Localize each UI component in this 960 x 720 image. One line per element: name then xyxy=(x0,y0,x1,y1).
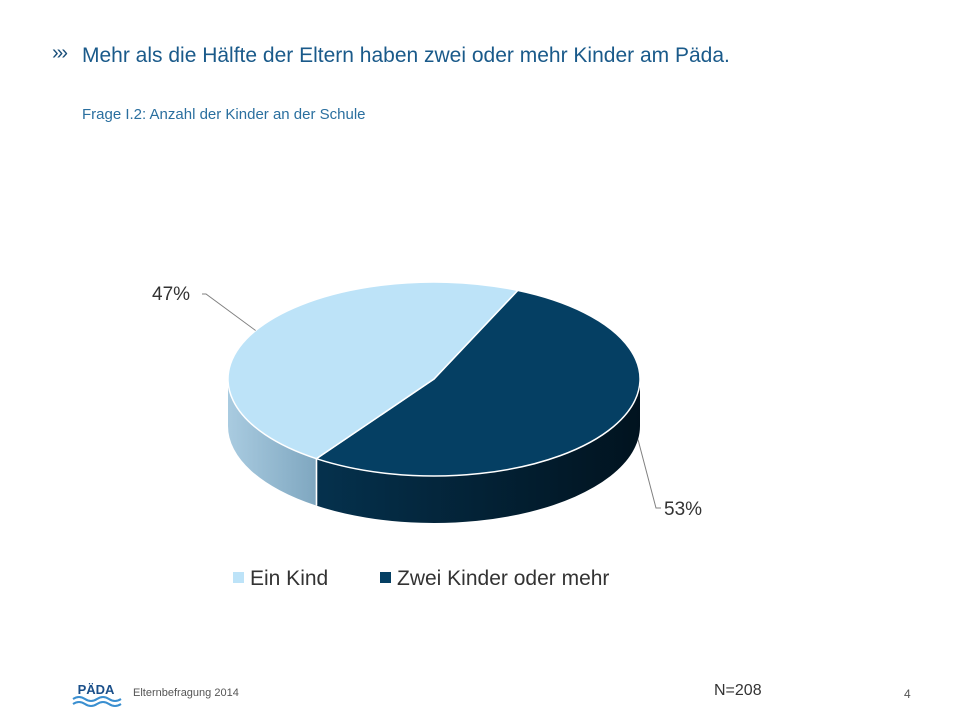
sample-size: N=208 xyxy=(714,682,762,699)
page-number: 4 xyxy=(904,687,911,701)
pie-chart: 47% 53% Ein Kind Zwei Kinder oder mehr xyxy=(152,281,702,590)
data-label: 47% xyxy=(152,284,190,305)
logo-text: PÄDA xyxy=(78,682,115,697)
page-subtitle: Frage I.2: Anzahl der Kinder an der Schu… xyxy=(82,106,366,123)
legend-label: Ein Kind xyxy=(250,567,328,590)
page-title: Mehr als die Hälfte der Eltern haben zwe… xyxy=(82,44,730,67)
title-chevrons-icon: ››› xyxy=(52,42,68,64)
legend-swatch xyxy=(380,572,391,583)
pie-slice-ein-kind xyxy=(227,281,520,460)
legend-label: Zwei Kinder oder mehr xyxy=(397,567,609,590)
pada-logo: PÄDA xyxy=(70,677,122,709)
leader-line xyxy=(637,439,661,509)
legend-swatch xyxy=(233,572,244,583)
leader-line xyxy=(202,293,256,331)
pie-side-1 xyxy=(316,379,640,523)
pie-slice-zwei-kinder xyxy=(314,289,641,477)
data-label: 53% xyxy=(664,499,702,520)
pie-side-0 xyxy=(228,379,317,506)
footer-survey-label: Elternbefragung 2014 xyxy=(133,687,239,699)
